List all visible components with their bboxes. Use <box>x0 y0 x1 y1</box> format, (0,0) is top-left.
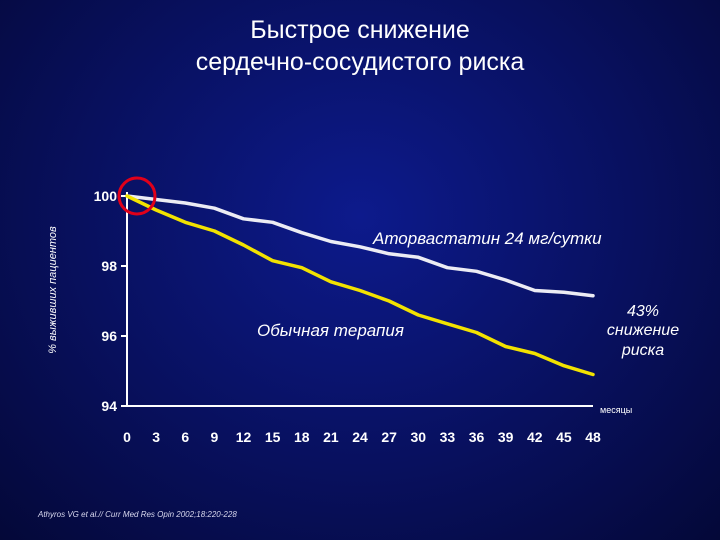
x-tick-label-24: 24 <box>352 429 368 445</box>
atorvastatin-line <box>125 194 595 298</box>
title-line-1: Быстрое снижение <box>250 16 470 44</box>
x-tick-label-6: 6 <box>181 429 189 445</box>
x-tick-label-45: 45 <box>556 429 572 445</box>
usual-therapy-line <box>125 194 595 377</box>
x-tick-label-3: 3 <box>152 429 160 445</box>
x-tick-label-12: 12 <box>236 429 252 445</box>
atorvastatin-label: Аторвастатин 24 мг/сутки <box>372 229 602 248</box>
x-axis-label: месяцы <box>600 405 632 415</box>
y-tick-label-98: 98 <box>101 258 117 274</box>
x-tick-label-33: 33 <box>440 429 456 445</box>
x-tick-label-15: 15 <box>265 429 281 445</box>
y-tick-label-96: 96 <box>101 328 117 344</box>
series-group <box>125 194 595 377</box>
y-tick-label-94: 94 <box>101 398 117 414</box>
x-tick-group: 0 3 6 9 12 15 18 21 24 27 30 33 36 39 42 45 48 <box>123 429 601 445</box>
risk-reduction-risk: риска <box>621 342 664 359</box>
y-axis-label: % выживших пациентов <box>47 226 59 354</box>
source-citation: Athyros VG et al.// Curr Med Res Opin 20… <box>38 510 237 519</box>
x-tick-label-18: 18 <box>294 429 310 445</box>
y-tick-label-100: 100 <box>94 188 118 204</box>
x-tick-label-48: 48 <box>585 429 601 445</box>
x-tick-label-42: 42 <box>527 429 543 445</box>
chart-axes <box>126 192 593 407</box>
x-tick-label-0: 0 <box>123 429 131 445</box>
risk-reduction-word: снижение <box>607 322 679 339</box>
slide-title: Быстрое снижение сердечно-сосудистого ри… <box>0 14 720 78</box>
x-tick-label-9: 9 <box>210 429 218 445</box>
y-tick-group: 94 96 98 100 <box>94 188 127 414</box>
x-tick-label-39: 39 <box>498 429 514 445</box>
x-tick-label-30: 30 <box>410 429 426 445</box>
usual-therapy-label: Обычная терапия <box>257 321 404 340</box>
title-line-2: сердечно-сосудистого риска <box>195 48 525 76</box>
risk-reduction-percent: 43% <box>627 303 659 320</box>
start-point-highlight-circle <box>117 176 157 216</box>
x-tick-label-36: 36 <box>469 429 485 445</box>
x-tick-label-21: 21 <box>323 429 339 445</box>
x-tick-label-27: 27 <box>381 429 397 445</box>
